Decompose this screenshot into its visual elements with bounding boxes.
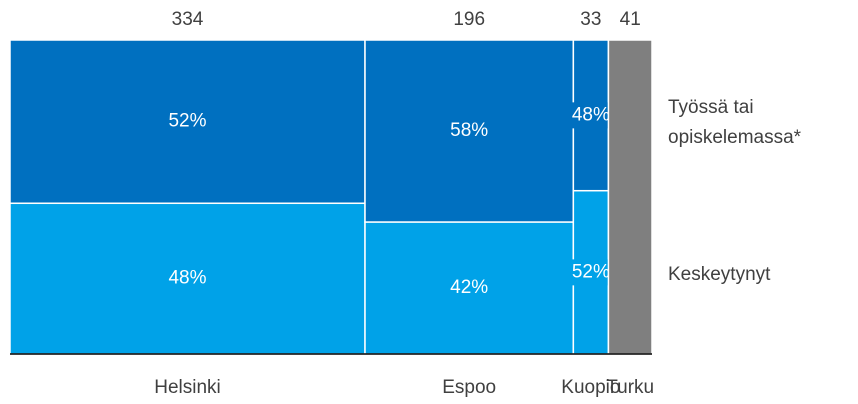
label-bg	[565, 102, 616, 129]
x-tick-label: Espoo	[442, 377, 496, 398]
segment	[364, 39, 575, 223]
segment	[9, 202, 366, 355]
segment	[364, 221, 575, 355]
data-label: 48%	[572, 104, 610, 125]
data-label: 48%	[168, 268, 206, 289]
data-label: 58%	[450, 120, 488, 141]
x-tick-label: Helsinki	[154, 377, 221, 398]
legend-entry: Työssä tai opiskelemassa*	[668, 97, 802, 148]
width-label: 33	[580, 9, 601, 30]
x-tick-label: Turku	[606, 377, 654, 398]
legend-entry: Keskeytynyt	[668, 264, 771, 285]
segment	[9, 39, 366, 205]
data-label: 52%	[572, 261, 610, 282]
width-label: 334	[172, 9, 204, 30]
column-missing	[607, 39, 653, 355]
width-label: 196	[453, 9, 485, 30]
data-label: 52%	[168, 111, 206, 132]
label-bg	[565, 259, 616, 286]
x-tick-label: Kuopio	[561, 377, 620, 398]
width-label: 41	[620, 9, 641, 30]
data-label: 42%	[450, 277, 488, 298]
